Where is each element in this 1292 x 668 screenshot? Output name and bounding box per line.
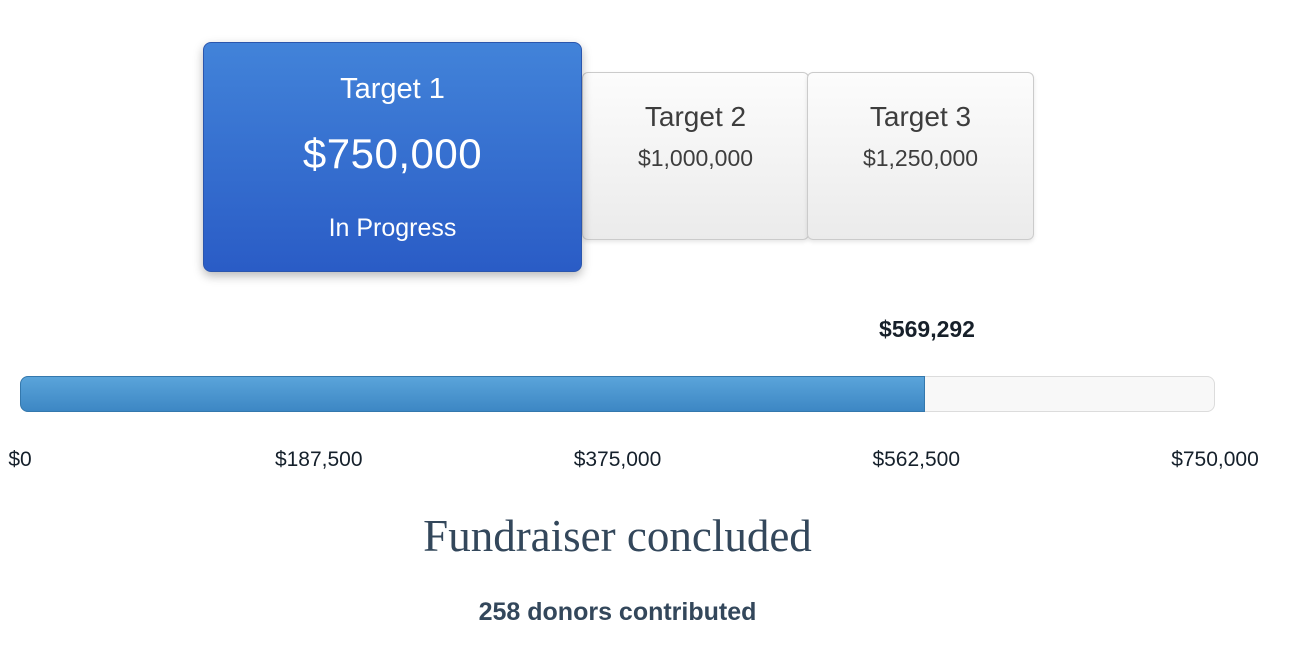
- target-card-1-active[interactable]: Target 1 $750,000 In Progress: [203, 42, 582, 272]
- target-card-3[interactable]: Target 3 $1,250,000: [807, 72, 1034, 240]
- current-amount-label: $569,292: [879, 316, 975, 342]
- status-headline: Fundraiser concluded: [423, 511, 812, 561]
- tick-label-50: $375,000: [573, 448, 662, 471]
- tick-label-25: $187,500: [274, 448, 363, 471]
- target-1-amount: $750,000: [302, 130, 483, 177]
- target-2-amount: $1,000,000: [637, 145, 754, 171]
- axis-tick-labels: $0 $187,500 $375,000 $562,500 $750,000: [8, 448, 1258, 476]
- target-3-label: Target 3: [869, 101, 972, 132]
- progress-bar-track: [20, 376, 1215, 412]
- tick-label-100: $750,000: [1171, 448, 1259, 471]
- donors-count: 258 donors contributed: [478, 598, 757, 626]
- target-1-status-badge: In Progress: [328, 214, 457, 242]
- target-card-2[interactable]: Target 2 $1,000,000: [582, 72, 809, 240]
- tick-label-75: $562,500: [872, 448, 961, 471]
- target-1-label: Target 1: [340, 73, 445, 105]
- progress-bar-fill: [20, 376, 926, 412]
- target-2-label: Target 2: [644, 101, 747, 132]
- current-amount-row: $569,292: [20, 316, 1215, 346]
- tick-label-0: $0: [8, 448, 32, 471]
- target-3-amount: $1,250,000: [862, 145, 979, 171]
